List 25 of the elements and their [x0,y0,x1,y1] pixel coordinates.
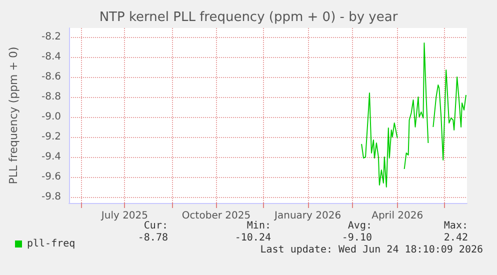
y-axis-title: PLL frequency (ppm + 0) [7,46,20,184]
y-tick-label: -9.2 [41,132,61,142]
x-tick-label: July 2025 [100,210,148,222]
y-tick-label: -8.2 [41,32,61,42]
x-tick-label: January 2026 [274,210,342,222]
text: Max: [444,220,468,232]
x-tick-label: April 2026 [372,210,424,222]
y-tick-label: -8.4 [41,52,61,62]
text: -10.24 [234,232,271,244]
text: -9.10 [342,232,372,244]
text: 2.42 [444,232,468,244]
chart-title: NTP kernel PLL frequency (ppm + 0) - by year [99,10,398,25]
y-tick-label: -8.8 [41,92,61,102]
legend-label: pll-freq [27,238,76,250]
y-tick-label: -9.4 [41,152,61,162]
x-tick-label: October 2025 [182,210,251,222]
y-tick-label: -9.6 [41,172,61,182]
y-tick-label: -8.6 [41,72,61,82]
text: Min: [246,220,271,232]
text: Avg: [348,220,372,232]
text: -8.78 [138,232,168,244]
y-tick-label: -9.8 [41,192,61,202]
text: Last update: Wed Jun 24 18:10:09 2026 [260,244,484,256]
text: Cur: [144,220,168,232]
y-tick-label: -9.0 [41,112,61,122]
